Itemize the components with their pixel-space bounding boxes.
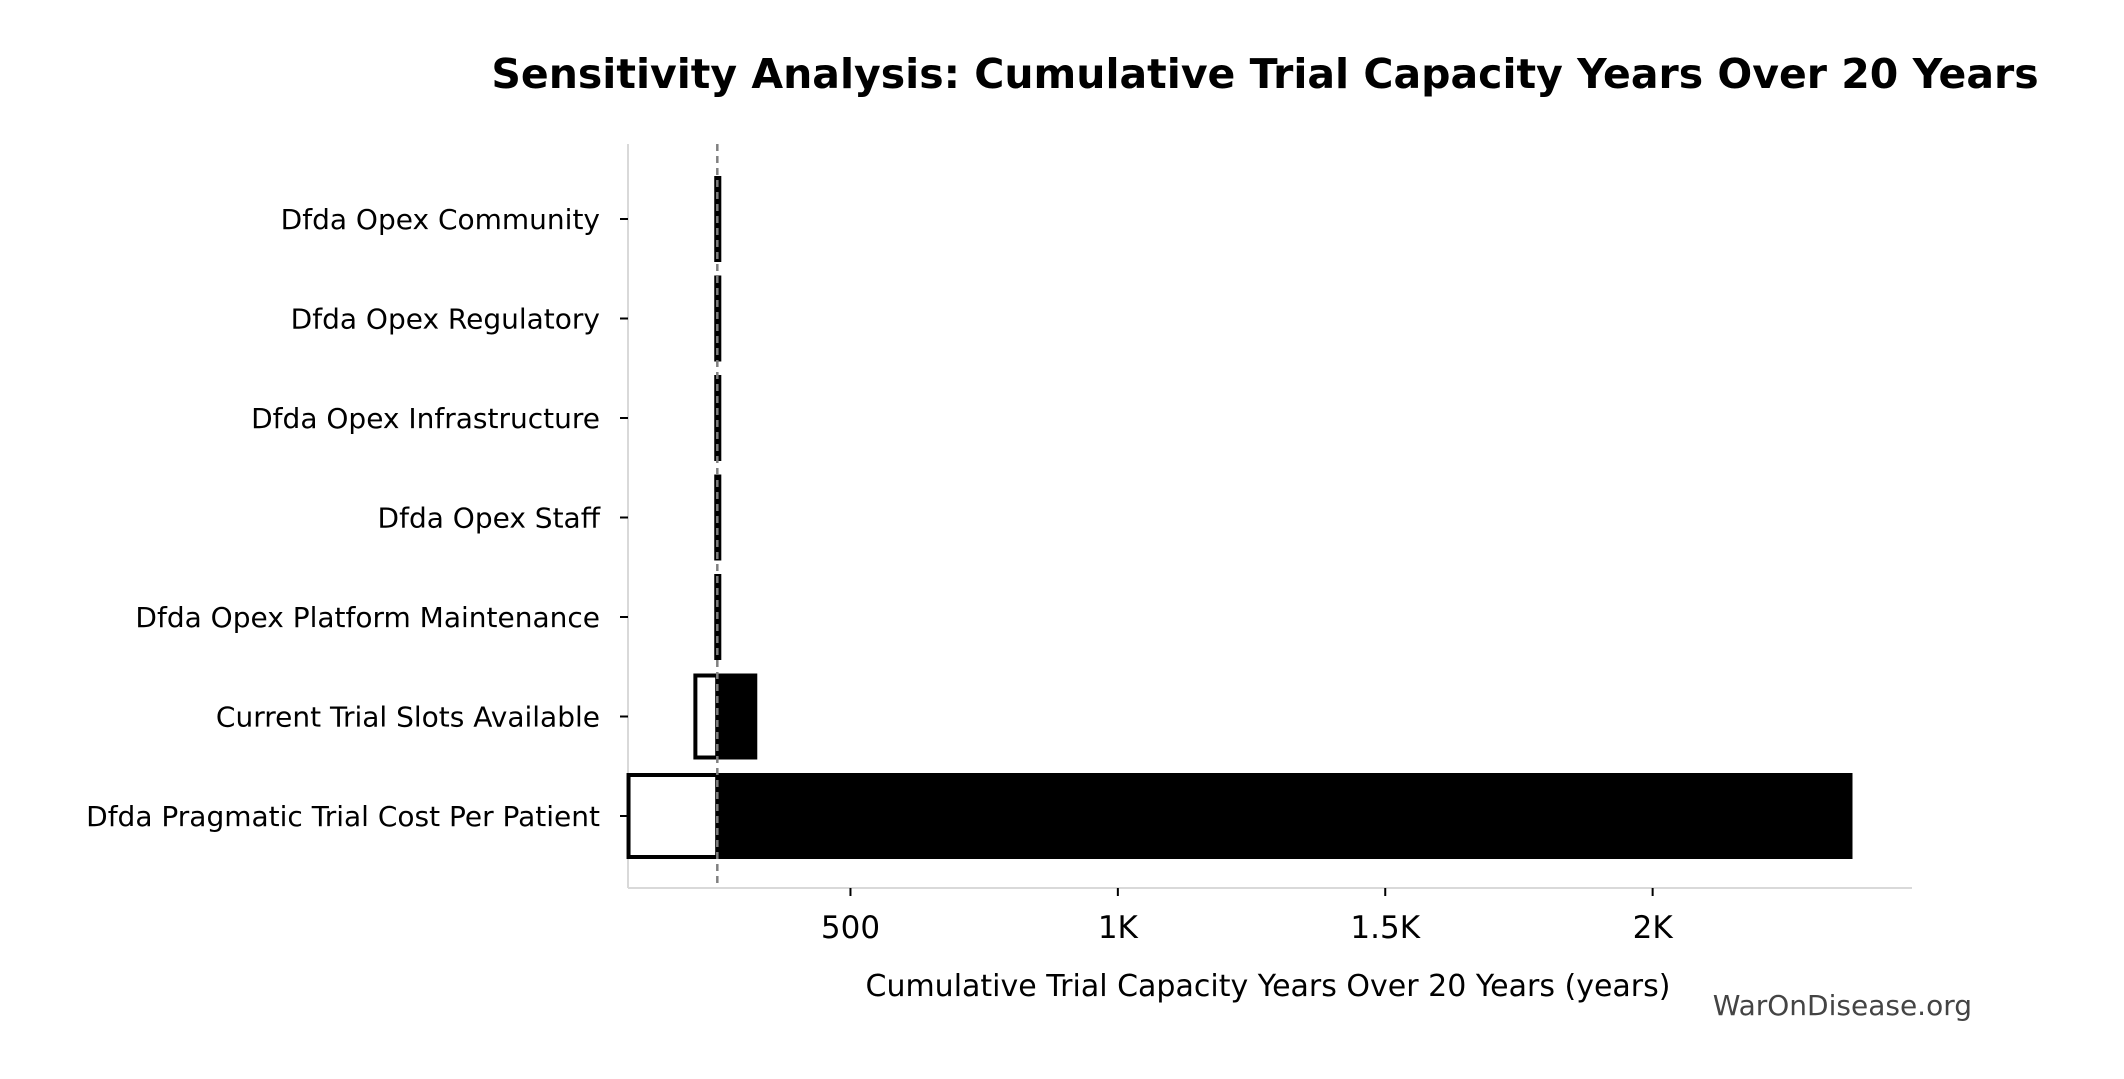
watermark: WarOnDisease.org xyxy=(1713,989,1972,1022)
bar-high xyxy=(715,673,758,760)
bar-low xyxy=(626,773,720,859)
x-tick-label: 1K xyxy=(1098,910,1139,946)
plot-area: 500 1K 1.5K 2K Dfda Opex Community Dfda Opex … xyxy=(86,144,1912,946)
category-label: Dfda Pragmatic Trial Cost Per Patient xyxy=(86,800,600,833)
category-label: Dfda Opex Regulatory xyxy=(291,303,600,336)
x-tick-label: 1.5K xyxy=(1350,910,1420,946)
category-label: Dfda Opex Community xyxy=(281,203,600,236)
category-label: Current Trial Slots Available xyxy=(216,701,600,734)
x-tick-label: 2K xyxy=(1633,910,1674,946)
category-label: Dfda Opex Infrastructure xyxy=(251,402,600,435)
x-axis-label: Cumulative Trial Capacity Years Over 20 … xyxy=(866,969,1671,1004)
category-label: Dfda Opex Staff xyxy=(378,502,601,535)
x-tick-label: 500 xyxy=(821,910,880,946)
category-label: Dfda Opex Platform Maintenance xyxy=(135,601,600,634)
chart-title: Sensitivity Analysis: Cumulative Trial C… xyxy=(491,50,2038,98)
bar-low xyxy=(693,673,720,760)
bar-high xyxy=(715,773,1853,859)
